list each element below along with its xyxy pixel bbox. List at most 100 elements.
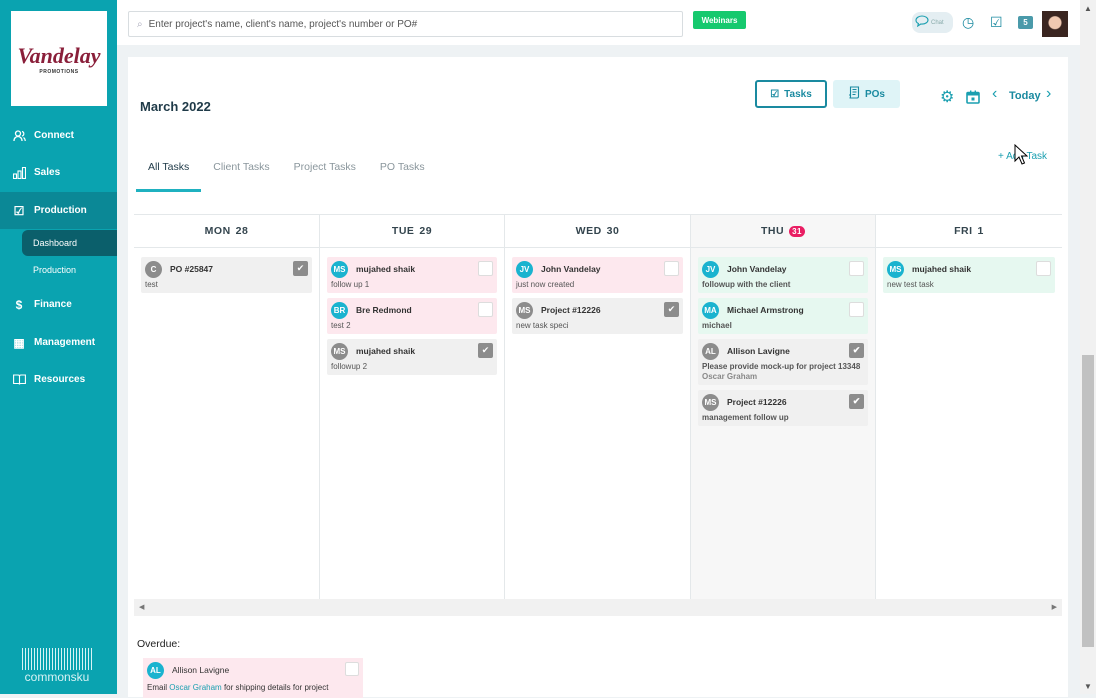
task-checkbox[interactable] xyxy=(345,662,359,676)
task-description: new test task xyxy=(887,280,934,290)
task-card[interactable]: MS Project #12226 ✔ management follow up xyxy=(698,390,868,426)
sidebar-item-production[interactable]: ☑ Production xyxy=(0,192,117,229)
task-card[interactable]: MS mujahed shaik follow up 1 xyxy=(327,257,497,293)
day-name: TUE xyxy=(391,225,415,237)
task-check-icon[interactable]: ☑ xyxy=(990,14,1003,30)
task-checkbox[interactable] xyxy=(849,261,864,276)
task-checkbox[interactable] xyxy=(1036,261,1051,276)
sidebar-item-resources[interactable]: Resources xyxy=(0,361,117,398)
task-checkbox[interactable]: ✔ xyxy=(293,261,308,276)
day-column: TUE 29 MS mujahed shaik follow up 1 BR Bre Red… xyxy=(319,215,504,599)
task-card[interactable]: AL Allison Lavigne ✔ Please provide mock-up… xyxy=(698,339,868,385)
sidebar-subitem-production[interactable]: Production xyxy=(33,265,77,275)
avatar: MA xyxy=(702,302,719,319)
day-name: THU xyxy=(761,225,785,237)
tab-all-tasks[interactable]: All Tasks xyxy=(136,161,202,192)
vertical-scrollbar[interactable]: ▲ ▼ xyxy=(1080,0,1096,694)
gear-icon[interactable]: ⚙ xyxy=(940,89,955,106)
sidebar-item-connect[interactable]: Connect xyxy=(0,117,117,154)
task-card[interactable]: JV John Vandelay followup with the client xyxy=(698,257,868,293)
task-tabs: All Tasks Client Tasks Project Tasks PO … xyxy=(136,161,437,192)
task-checkbox[interactable]: ✔ xyxy=(849,394,864,409)
desc-text: new test task xyxy=(887,280,934,289)
day-header: THU 31 xyxy=(691,215,875,248)
tab-project-tasks[interactable]: Project Tasks xyxy=(293,161,356,173)
notification-badge[interactable]: 5 xyxy=(1018,16,1033,29)
nav-label: Management xyxy=(34,337,96,348)
day-column: FRI 1 MS mujahed shaik new test task xyxy=(875,215,1062,599)
tab-client-tasks[interactable]: Client Tasks xyxy=(213,161,270,173)
desc-text: test xyxy=(145,280,158,289)
chevron-left-icon[interactable]: ‹ xyxy=(992,85,998,102)
clock-icon[interactable]: ◷ xyxy=(962,14,975,30)
scroll-down-icon[interactable]: ▼ xyxy=(1084,682,1092,691)
scroll-left-icon[interactable]: ◀ xyxy=(139,604,145,611)
receipt-icon xyxy=(848,86,860,102)
task-card[interactable]: C PO #25847 ✔ test xyxy=(141,257,312,293)
chevron-right-icon[interactable]: › xyxy=(1046,85,1052,102)
avatar: MS xyxy=(702,394,719,411)
user-avatar[interactable] xyxy=(1042,11,1068,37)
avatar: C xyxy=(145,261,162,278)
tasks-toggle-button[interactable]: ☑ Tasks xyxy=(755,80,827,108)
task-card[interactable]: MS mujahed shaik new test task xyxy=(883,257,1055,293)
sidebar-subitem-dashboard[interactable]: Dashboard xyxy=(22,230,117,256)
calendar-card: March 2022 ☑ Tasks POs ⚙ ‹ Today › + Add … xyxy=(128,57,1068,698)
task-description: follow up 1 xyxy=(331,280,369,290)
avatar: AL xyxy=(702,343,719,360)
company-logo[interactable]: Vandelay PROMOTIONS xyxy=(11,11,107,106)
sidebar-item-sales[interactable]: Sales xyxy=(0,154,117,191)
tab-po-tasks[interactable]: PO Tasks xyxy=(379,161,425,173)
task-description: Email Oscar Graham for shipping details … xyxy=(147,683,328,692)
horizontal-scrollbar[interactable]: ◀ ▶ xyxy=(134,599,1062,616)
avatar: JV xyxy=(702,261,719,278)
task-title: mujahed shaik xyxy=(912,264,972,274)
commonsku-logo: commonsku xyxy=(22,648,92,684)
day-header: MON 28 xyxy=(134,215,319,248)
task-checkbox[interactable]: ✔ xyxy=(849,343,864,358)
task-card[interactable]: MA Michael Armstrong michael xyxy=(698,298,868,334)
webinars-button[interactable]: Webinars xyxy=(693,11,746,29)
chat-label: Chat xyxy=(931,19,944,26)
avatar: AL xyxy=(147,662,164,679)
task-checkbox[interactable] xyxy=(478,302,493,317)
task-checkbox[interactable] xyxy=(849,302,864,317)
scroll-right-icon[interactable]: ▶ xyxy=(1051,604,1057,611)
add-task-button[interactable]: + Add Task xyxy=(998,151,1048,162)
today-button[interactable]: Today xyxy=(1009,90,1041,102)
task-card[interactable]: MS Project #12226 ✔ new task speci xyxy=(512,298,683,334)
task-checkbox[interactable]: ✔ xyxy=(664,302,679,317)
task-card[interactable]: BR Bre Redmond test 2 xyxy=(327,298,497,334)
scroll-thumb[interactable] xyxy=(1082,355,1094,647)
task-title: mujahed shaik xyxy=(356,264,416,274)
logo-subtext: PROMOTIONS xyxy=(39,68,79,75)
sidebar-item-management[interactable]: ▦ Management xyxy=(0,324,117,361)
task-description: test xyxy=(145,280,158,290)
nav-label: Resources xyxy=(34,374,86,385)
day-number: 1 xyxy=(977,225,984,237)
task-title: Project #12226 xyxy=(727,397,787,407)
sidebar-item-finance[interactable]: $ Finance xyxy=(0,286,117,323)
task-checkbox[interactable]: ✔ xyxy=(478,343,493,358)
logo-text: Vandelay xyxy=(17,42,101,68)
task-description: followup with the client xyxy=(702,280,790,290)
topbar: ⌕ Enter project's name, client's name, pr… xyxy=(117,0,1080,45)
brand-text: commonsku xyxy=(24,670,90,684)
day-name: WED xyxy=(575,225,602,237)
day-column: MON 28 C PO #25847 ✔ test xyxy=(134,215,319,599)
task-card[interactable]: MS mujahed shaik ✔ followup 2 xyxy=(327,339,497,375)
scroll-up-icon[interactable]: ▲ xyxy=(1084,4,1092,13)
task-card[interactable]: JV John Vandelay just now created xyxy=(512,257,683,293)
calendar-icon[interactable] xyxy=(966,90,980,109)
chat-button[interactable]: Chat xyxy=(912,12,953,33)
search-input[interactable]: ⌕ Enter project's name, client's name, pr… xyxy=(128,11,683,37)
task-checkbox[interactable] xyxy=(478,261,493,276)
task-title: John Vandelay xyxy=(541,264,601,274)
task-description: just now created xyxy=(516,280,574,290)
task-checkbox[interactable] xyxy=(664,261,679,276)
overdue-task-card[interactable]: AL Allison Lavigne Email Oscar Graham fo… xyxy=(143,658,363,698)
contact-link[interactable]: Oscar Graham xyxy=(169,683,222,692)
month-title: March 2022 xyxy=(140,99,211,114)
avatar: MS xyxy=(887,261,904,278)
pos-toggle-button[interactable]: POs xyxy=(833,80,900,108)
